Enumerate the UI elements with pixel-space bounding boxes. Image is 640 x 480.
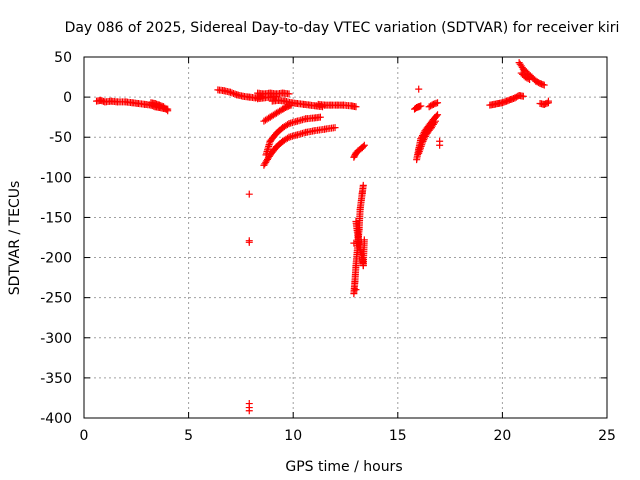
data-point	[415, 85, 423, 93]
data-point	[434, 99, 442, 107]
data-point	[431, 117, 439, 125]
x-tick-label: 25	[598, 428, 616, 444]
data-point	[352, 103, 360, 111]
data-point	[283, 121, 291, 129]
data-point	[164, 107, 172, 115]
y-axis-label: SDTVAR / TECUs	[7, 181, 23, 296]
data-point	[226, 88, 234, 96]
data-point	[350, 239, 358, 247]
data-point	[430, 119, 438, 127]
x-tick-label: 20	[493, 428, 511, 444]
data-point	[228, 89, 236, 97]
data-point	[544, 97, 552, 105]
data-point	[283, 134, 291, 142]
y-tick-label: -350	[40, 371, 72, 387]
data-point	[419, 137, 427, 145]
data-point	[434, 111, 442, 119]
x-tick-label: 5	[184, 428, 193, 444]
data-point	[316, 113, 324, 121]
y-tick-label: -200	[40, 251, 72, 267]
chart-title: Day 086 of 2025, Sidereal Day-to-day VTE…	[65, 20, 620, 36]
data-point	[420, 136, 428, 144]
data-point	[360, 236, 368, 244]
data-point	[540, 81, 548, 89]
data-point	[526, 75, 534, 83]
data-point	[285, 90, 293, 98]
data-point	[359, 181, 367, 189]
data-point	[421, 132, 429, 140]
data-point	[287, 101, 295, 109]
y-tick-label: -150	[40, 210, 72, 226]
data-point	[433, 112, 441, 120]
data-point	[436, 141, 444, 149]
y-tick-label: -300	[40, 331, 72, 347]
data-point	[519, 92, 527, 100]
y-tick-label: -50	[49, 130, 72, 146]
y-tick-label: 50	[54, 50, 72, 66]
y-tick-label: -100	[40, 170, 72, 186]
x-tick-label: 10	[284, 428, 302, 444]
data-point	[352, 286, 360, 294]
data-point	[245, 407, 253, 415]
data-point	[245, 238, 253, 246]
data-point	[359, 142, 367, 150]
data-point	[417, 102, 425, 110]
y-tick-label: -400	[40, 411, 72, 427]
data-point	[162, 105, 170, 113]
x-axis-label: GPS time / hours	[285, 459, 402, 475]
data-point	[230, 90, 238, 98]
y-tick-label: -250	[40, 291, 72, 307]
data-point	[524, 75, 532, 83]
data-point	[421, 134, 429, 142]
data-point	[360, 141, 368, 149]
x-tick-label: 15	[389, 428, 407, 444]
data-point	[245, 190, 253, 198]
data-point	[231, 90, 239, 98]
x-tick-label: 0	[80, 428, 89, 444]
tick-labels: 0 5 10 15 20 25 50 0 -50 -100 -150 -200 -250 -300 -350…	[40, 50, 616, 444]
data-point	[331, 124, 339, 132]
data-points	[93, 59, 552, 415]
y-tick-label: 0	[63, 90, 72, 106]
plot-frame	[83, 56, 608, 419]
